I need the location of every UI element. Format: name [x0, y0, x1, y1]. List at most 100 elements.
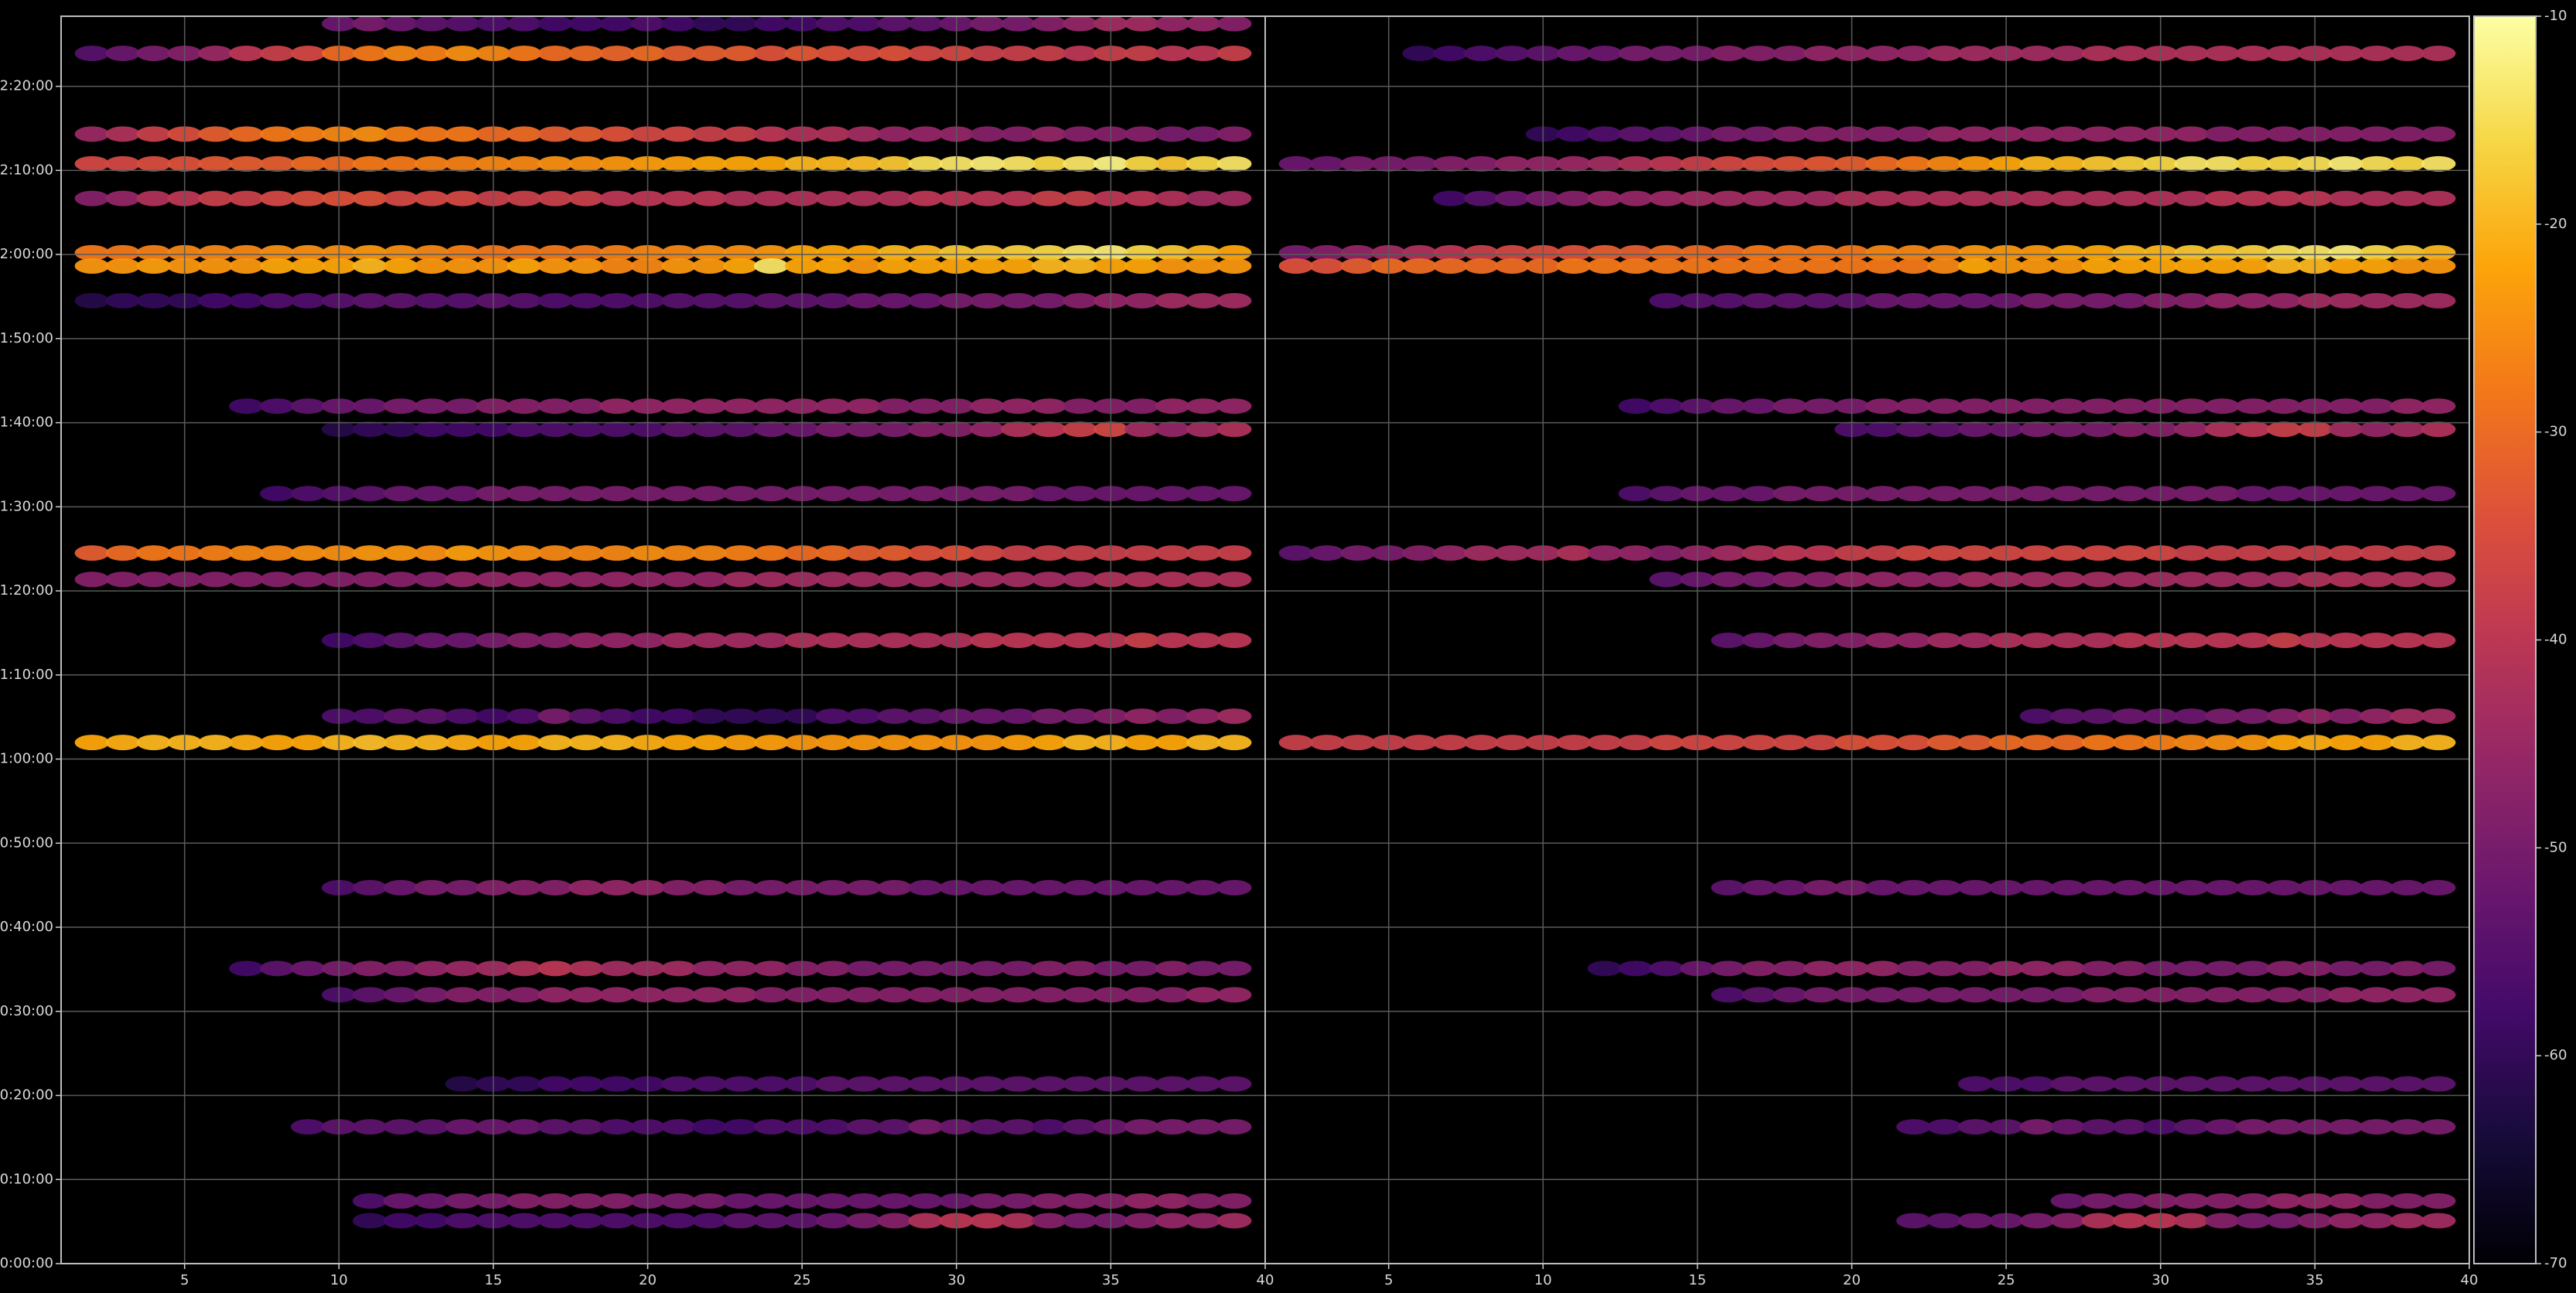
cell: [445, 1119, 480, 1135]
cell: [692, 633, 727, 649]
colorbar-tick-label: -10: [2544, 8, 2567, 24]
cell: [2328, 1076, 2363, 1092]
cell: [1063, 987, 1097, 1003]
cell: [1556, 545, 1592, 561]
cell: [2174, 571, 2209, 588]
cell: [74, 244, 110, 261]
cell: [1742, 879, 1777, 896]
cell: [1001, 633, 1036, 649]
cell: [2359, 633, 2394, 649]
cell: [507, 126, 542, 142]
cell: [753, 421, 789, 438]
cell: [2267, 398, 2301, 415]
cell: [2421, 244, 2456, 261]
cell: [2205, 292, 2240, 309]
y-tick-label: 0:30:00: [0, 1003, 53, 1019]
cell: [260, 244, 295, 261]
cell: [2205, 1213, 2240, 1229]
cell: [229, 46, 264, 62]
cell: [1309, 545, 1345, 561]
cell: [2267, 633, 2301, 649]
cell: [537, 1076, 573, 1092]
cell: [445, 879, 480, 896]
cell: [198, 244, 233, 261]
cell: [2081, 398, 2117, 415]
cell: [74, 155, 110, 172]
cell: [2236, 46, 2271, 62]
cell: [507, 258, 542, 274]
cell: [352, 879, 387, 896]
cell: [2050, 190, 2086, 206]
cell: [445, 292, 480, 309]
cell: [1957, 190, 1993, 206]
cell: [414, 15, 449, 32]
cell: [692, 1076, 727, 1092]
cell: [198, 292, 233, 309]
cell: [722, 571, 758, 588]
cell: [1402, 244, 1437, 261]
cell: [1926, 486, 1962, 502]
cell: [877, 545, 913, 561]
cell: [1742, 545, 1777, 561]
cell: [1556, 258, 1592, 274]
cell: [877, 190, 913, 206]
cell: [2205, 1076, 2240, 1092]
cell: [2050, 960, 2086, 977]
cell: [1032, 633, 1066, 649]
colorbar-tick-label: -60: [2544, 1047, 2567, 1063]
colorbar-tick-label: -70: [2544, 1255, 2567, 1271]
cell: [970, 545, 1005, 561]
cell: [568, 258, 604, 274]
cell: [1063, 486, 1097, 502]
cell: [1032, 486, 1066, 502]
cell: [2205, 735, 2240, 751]
cell: [2421, 398, 2456, 415]
cell: [1556, 46, 1592, 62]
cell: [537, 1119, 573, 1135]
cell: [1001, 258, 1036, 274]
cell: [2236, 960, 2271, 977]
cell: [1124, 960, 1159, 977]
cell: [291, 398, 326, 415]
cell: [846, 987, 882, 1003]
cell: [722, 1192, 758, 1209]
axes: 5 10 15 20 25 30 35 40 0:00:00 0:10:00 0:20:00 0:30…: [0, 8, 2567, 1288]
cell: [1711, 571, 1746, 588]
cell: [846, 735, 882, 751]
cell: [753, 1192, 789, 1209]
cell: [877, 1213, 913, 1229]
cell: [2050, 46, 2086, 62]
cell: [2205, 244, 2240, 261]
cell: [2421, 735, 2456, 751]
cell: [2236, 633, 2271, 649]
cell: [2359, 545, 2394, 561]
cell: [1124, 190, 1159, 206]
cell: [2267, 155, 2301, 172]
cell: [1063, 126, 1097, 142]
cell: [568, 1192, 604, 1209]
cell: [908, 1119, 943, 1135]
cell: [537, 1192, 573, 1209]
cell: [661, 155, 696, 172]
cell: [722, 46, 758, 62]
cell: [105, 155, 141, 172]
cell: [599, 960, 634, 977]
cell: [692, 258, 727, 274]
cell: [1711, 155, 1746, 172]
cell: [1155, 1213, 1190, 1229]
cell: [1618, 190, 1653, 206]
cell: [1649, 190, 1684, 206]
cell: [815, 708, 851, 725]
cell: [599, 708, 634, 725]
cell: [2267, 708, 2301, 725]
cell: [2112, 292, 2148, 309]
cell: [1216, 1119, 1252, 1135]
cell: [260, 571, 295, 588]
cell: [1896, 46, 1931, 62]
cell: [1772, 46, 1808, 62]
cell: [507, 155, 542, 172]
cell: [1155, 155, 1190, 172]
cell: [1001, 155, 1036, 172]
cell: [383, 421, 418, 438]
